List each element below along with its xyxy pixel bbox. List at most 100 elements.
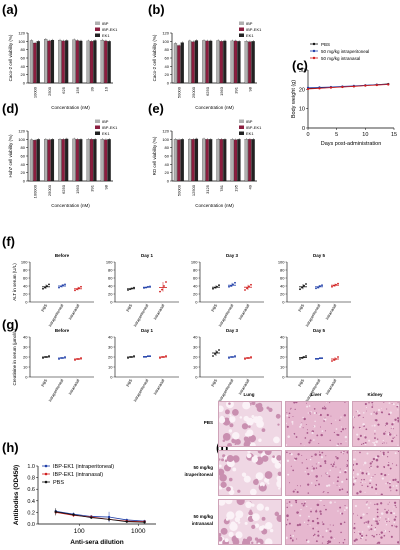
bar	[89, 139, 94, 182]
histology-liver-pbs	[285, 401, 349, 447]
tissue-cell	[359, 516, 363, 519]
tissue-cell	[384, 425, 386, 427]
data-point	[329, 86, 333, 89]
tissue-cell	[296, 524, 300, 527]
tissue-cell	[324, 418, 327, 421]
bar	[223, 40, 227, 84]
tissue-cell	[358, 532, 362, 536]
x-tick-label: 6250	[61, 184, 66, 194]
tissue-cell	[368, 439, 371, 442]
tissue-cell	[226, 455, 234, 463]
tissue-cell	[361, 484, 363, 487]
tissue-cell	[326, 472, 329, 475]
tissue-cell	[371, 524, 373, 527]
data-point	[133, 355, 135, 357]
tissue-cell	[397, 541, 399, 544]
tissue-cell	[365, 521, 367, 523]
tissue-cell	[319, 453, 321, 456]
tissue-cell	[321, 456, 323, 458]
tissue-cell	[318, 443, 320, 444]
legend-label: EK1	[102, 131, 110, 136]
tissue-cell	[294, 489, 296, 491]
y-axis-label: ALT in serum (U/L)	[12, 263, 17, 301]
tissue-cell	[315, 475, 318, 478]
tissue-cell	[367, 521, 370, 524]
tissue-cell	[227, 442, 232, 446]
tissue-cell	[219, 474, 227, 482]
tissue-cell	[286, 444, 288, 446]
bar	[194, 40, 199, 84]
tissue-cell	[388, 402, 391, 404]
data-point	[159, 290, 161, 293]
tissue-cell	[329, 402, 331, 404]
tissue-cell	[277, 423, 280, 426]
tissue-cell	[251, 503, 255, 507]
tissue-cell	[311, 482, 313, 484]
tissue-cell	[365, 539, 367, 541]
tissue-cell	[366, 485, 369, 488]
tissue-cell	[345, 478, 348, 481]
tissue-cell	[370, 528, 373, 531]
x-tick-label: 1563	[219, 86, 224, 96]
tissue-cell	[219, 405, 224, 413]
tissue-cell	[375, 483, 377, 486]
tissue-cell	[317, 461, 320, 464]
tissue-cell	[393, 521, 396, 524]
bar	[61, 40, 65, 84]
tissue-cell	[316, 521, 320, 525]
bar	[104, 40, 108, 84]
y-tick-label: 100	[278, 260, 285, 265]
data-point	[337, 282, 339, 285]
tissue-cell	[354, 524, 356, 526]
tissue-cell	[354, 542, 356, 544]
tissue-cell	[395, 525, 398, 528]
y-tick-label: 20	[23, 292, 28, 297]
tissue-cell	[376, 465, 379, 468]
tissue-cell	[339, 522, 343, 526]
tissue-cell	[231, 409, 239, 416]
tissue-texture	[286, 500, 348, 544]
tissue-cell	[382, 439, 384, 442]
tissue-cell	[326, 413, 329, 417]
tissue-cell	[353, 469, 355, 472]
tissue-cell	[286, 514, 289, 517]
tissue-cell	[276, 514, 281, 523]
tissue-cell	[347, 459, 348, 462]
tissue-cell	[307, 524, 309, 525]
tissue-cell	[394, 436, 396, 438]
tissue-cell	[319, 426, 322, 428]
tissue-cell	[340, 442, 342, 445]
tissue-cell	[249, 442, 256, 446]
tissue-cell	[386, 408, 388, 410]
tissue-cell	[335, 456, 337, 458]
bar	[230, 40, 234, 84]
x-tick-label: intraperitoneal	[217, 378, 234, 403]
x-tick-label: intranasal	[237, 303, 250, 321]
x-tick-label: 781	[219, 184, 224, 191]
legend-swatch	[239, 119, 244, 123]
y-tick-label: 120	[162, 31, 169, 36]
tissue-cell	[248, 434, 256, 443]
tissue-cell	[385, 518, 387, 520]
y-axis-label: Body weight (g)	[291, 80, 297, 118]
tissue-cell	[242, 538, 246, 542]
tissue-cell	[293, 432, 296, 435]
tissue-cell	[370, 412, 373, 415]
bar	[244, 41, 248, 84]
tissue-cell	[373, 411, 375, 413]
tissue-cell	[339, 419, 341, 421]
tissue-cell	[312, 534, 315, 537]
tissue-cell	[292, 534, 295, 537]
tissue-cell	[385, 524, 388, 526]
tissue-cell	[297, 453, 300, 456]
tissue-cell	[353, 463, 355, 466]
tissue-cell	[308, 515, 310, 518]
tissue-texture	[286, 402, 348, 446]
tissue-cell	[364, 491, 366, 493]
legend-label: 50 mg/kg intraperitoneal	[321, 49, 369, 54]
tissue-cell	[304, 471, 306, 473]
tissue-cell	[298, 523, 302, 526]
tissue-cell	[229, 500, 232, 502]
tissue-cell	[363, 412, 365, 414]
legend-label: PBS	[53, 480, 64, 486]
